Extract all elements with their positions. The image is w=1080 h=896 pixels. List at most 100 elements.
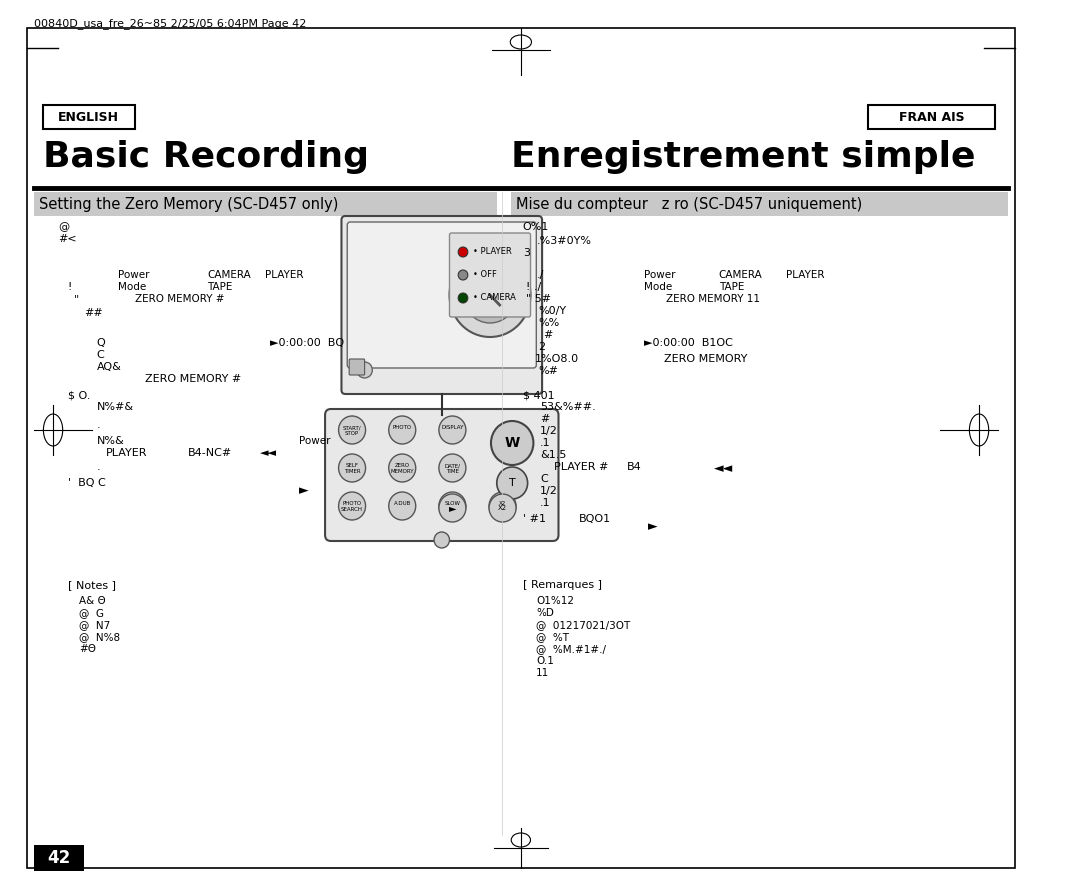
FancyBboxPatch shape: [349, 359, 365, 375]
Text: " 5#: " 5#: [526, 294, 551, 304]
FancyBboxPatch shape: [449, 233, 530, 317]
Circle shape: [438, 494, 465, 522]
Text: Enregistrement simple: Enregistrement simple: [511, 140, 975, 174]
Circle shape: [458, 247, 468, 257]
Circle shape: [489, 492, 516, 520]
Text: Mise du compteur   z ro (SC-D457 uniquement): Mise du compteur z ro (SC-D457 uniquemen…: [516, 196, 862, 211]
Circle shape: [434, 532, 449, 548]
Text: @  %M.#1#./: @ %M.#1#./: [537, 644, 606, 654]
Text: X2: X2: [498, 505, 508, 511]
Text: SELF
TIMER: SELF TIMER: [343, 463, 361, 474]
Text: @  %T: @ %T: [537, 632, 569, 642]
Text: PHOTO: PHOTO: [393, 425, 411, 430]
Text: .1: .1: [540, 438, 551, 448]
FancyBboxPatch shape: [511, 192, 1008, 216]
Text: DATE/
TIME: DATE/ TIME: [444, 463, 460, 474]
Text: #: #: [543, 330, 553, 340]
Text: ►0:00:00  BQ: ►0:00:00 BQ: [270, 338, 345, 348]
Text: 1/2: 1/2: [540, 486, 558, 496]
Circle shape: [356, 362, 373, 378]
Text: PLAYER: PLAYER: [266, 270, 303, 280]
Circle shape: [389, 492, 416, 520]
Text: • CAMERA: • CAMERA: [473, 293, 515, 302]
Text: ►: ►: [648, 520, 658, 533]
Text: B4-NC#: B4-NC#: [188, 448, 232, 458]
Text: Power: Power: [645, 270, 676, 280]
Text: ##: ##: [84, 308, 103, 318]
Text: PLAYER #: PLAYER #: [554, 462, 608, 472]
Text: DISPLAY: DISPLAY: [442, 425, 463, 430]
Text: ! ./: ! ./: [526, 282, 541, 292]
Text: B4: B4: [627, 462, 642, 472]
Text: %%: %%: [538, 318, 559, 328]
FancyBboxPatch shape: [348, 222, 537, 368]
Circle shape: [476, 281, 503, 309]
Text: ZERO MEMORY: ZERO MEMORY: [663, 354, 747, 364]
Text: @  N7: @ N7: [79, 620, 110, 630]
FancyBboxPatch shape: [868, 105, 996, 129]
Text: Mode: Mode: [118, 282, 146, 292]
Text: @  G: @ G: [79, 608, 104, 618]
Text: Mode: Mode: [645, 282, 673, 292]
Text: • PLAYER: • PLAYER: [473, 247, 512, 256]
Text: Power: Power: [118, 270, 149, 280]
Text: .: .: [96, 420, 100, 430]
Text: A.DUB: A.DUB: [393, 501, 410, 506]
Circle shape: [389, 416, 416, 444]
Text: %0/Y: %0/Y: [538, 306, 566, 316]
Circle shape: [438, 416, 465, 444]
Text: .1: .1: [540, 498, 551, 508]
Circle shape: [338, 492, 365, 520]
Text: AQ&: AQ&: [96, 362, 121, 372]
Text: #Θ: #Θ: [79, 644, 96, 654]
Text: &1.5: &1.5: [540, 450, 567, 460]
Circle shape: [497, 467, 528, 499]
Text: CAMERA: CAMERA: [207, 270, 252, 280]
Text: ◄◄: ◄◄: [714, 462, 733, 475]
FancyBboxPatch shape: [43, 105, 135, 129]
Text: • OFF: • OFF: [473, 270, 497, 279]
Text: 00840D_usa_fre_26~85 2/25/05 6:04PM Page 42: 00840D_usa_fre_26~85 2/25/05 6:04PM Page…: [33, 18, 306, 29]
Text: T: T: [509, 478, 515, 488]
Text: O%1: O%1: [523, 222, 549, 232]
Circle shape: [338, 416, 365, 444]
Text: ►0:00:00  B1OC: ►0:00:00 B1OC: [645, 338, 733, 348]
Text: ./: ./: [537, 270, 543, 280]
Text: SLOW: SLOW: [444, 501, 460, 506]
Text: [ Remarques ]: [ Remarques ]: [523, 580, 602, 590]
Text: @  N%8: @ N%8: [79, 632, 120, 642]
Text: 3: 3: [523, 248, 530, 258]
Text: '  BQ C: ' BQ C: [68, 478, 105, 488]
Text: $ O.: $ O.: [68, 390, 90, 400]
Text: ►: ►: [448, 503, 456, 513]
Text: N%&: N%&: [96, 436, 124, 446]
Text: Setting the Zero Memory (SC-D457 only): Setting the Zero Memory (SC-D457 only): [39, 196, 338, 211]
Text: 1%O8.0: 1%O8.0: [535, 354, 579, 364]
Circle shape: [338, 454, 365, 482]
Text: ' #1: ' #1: [523, 514, 545, 524]
Text: CAMERA: CAMERA: [718, 270, 762, 280]
Text: $ 401: $ 401: [523, 390, 554, 400]
Circle shape: [438, 492, 465, 520]
Text: #<: #<: [58, 234, 77, 244]
Text: A& Θ: A& Θ: [79, 596, 106, 606]
Text: 2: 2: [538, 342, 545, 352]
FancyBboxPatch shape: [33, 845, 84, 871]
Text: ZERO MEMORY #: ZERO MEMORY #: [145, 374, 241, 384]
Text: @  01217021/3OT: @ 01217021/3OT: [537, 620, 631, 630]
Text: .: .: [96, 462, 100, 472]
FancyBboxPatch shape: [27, 28, 1015, 868]
Text: ZERO MEMORY 11: ZERO MEMORY 11: [665, 294, 759, 304]
FancyBboxPatch shape: [325, 409, 558, 541]
Circle shape: [458, 270, 468, 280]
Text: 53&%##.: 53&%##.: [540, 402, 596, 412]
Text: ZERO
MEMORY: ZERO MEMORY: [391, 463, 414, 474]
Text: TAPE: TAPE: [718, 282, 744, 292]
Circle shape: [449, 253, 530, 337]
Text: @: @: [58, 222, 69, 232]
Text: C: C: [96, 350, 104, 360]
Text: FRAN AIS: FRAN AIS: [899, 110, 964, 124]
Text: C: C: [540, 474, 548, 484]
Circle shape: [463, 267, 517, 323]
Circle shape: [389, 454, 416, 482]
